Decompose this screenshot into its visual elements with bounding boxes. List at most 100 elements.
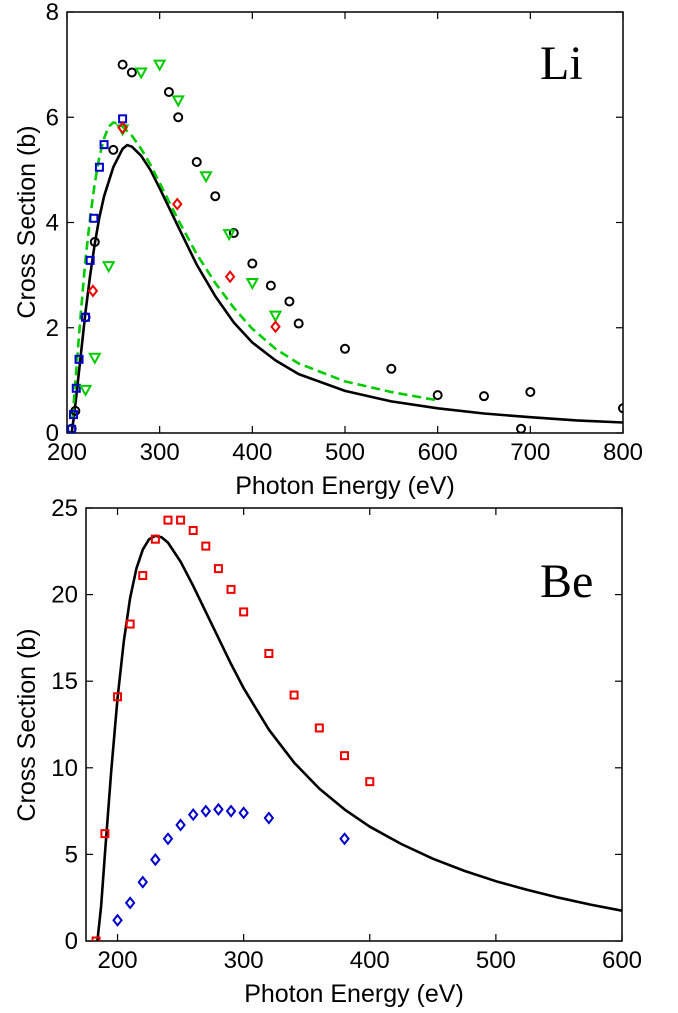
series-line — [71, 121, 438, 418]
data-point-triangle — [134, 67, 148, 80]
data-point-triangle — [199, 171, 213, 184]
x-tick-label: 500 — [325, 439, 365, 466]
data-point-square — [113, 692, 123, 702]
series-line — [70, 143, 623, 433]
y-axis-label: Cross Section (b) — [13, 628, 41, 821]
data-point-circle — [126, 67, 137, 78]
data-point-square — [81, 312, 91, 322]
data-point-square — [138, 571, 148, 581]
y-tick-label: 2 — [46, 315, 59, 342]
data-point-circle — [228, 228, 239, 239]
x-tick-label: 700 — [510, 439, 550, 466]
data-point-diamond — [187, 807, 199, 822]
data-point-triangle — [152, 59, 167, 72]
data-point-square — [340, 751, 350, 761]
data-point-diamond — [124, 896, 136, 910]
data-point-circle — [386, 363, 397, 374]
data-point-circle — [293, 318, 304, 329]
chart-panel-li: 200 300 400 500 600 700 800 0 2 4 6 8 Li Photon En… — [13, 0, 643, 500]
data-point-triangle — [245, 278, 260, 291]
data-point-square — [89, 213, 99, 223]
data-point-diamond — [117, 121, 128, 135]
data-point-square — [100, 829, 110, 839]
x-tick-label: 300 — [140, 439, 180, 466]
y-tick-label: 0 — [46, 420, 59, 447]
data-point-square — [67, 424, 77, 433]
data-point-circle — [173, 112, 184, 123]
data-point-circle — [163, 86, 174, 97]
data-point-square — [94, 162, 104, 172]
x-tick-label: 600 — [418, 439, 458, 466]
data-point-diamond — [150, 852, 161, 867]
data-point-triangle — [78, 384, 93, 397]
data-point-diamond — [270, 320, 281, 334]
data-point-diamond — [238, 806, 249, 820]
x-tick-label: 400 — [232, 439, 272, 466]
data-point-diamond — [137, 875, 149, 889]
y-tick-label: 25 — [51, 495, 78, 522]
data-point-circle — [618, 403, 623, 414]
y-tick-label: 5 — [65, 841, 78, 868]
data-point-circle — [108, 144, 119, 155]
y-tick-label: 15 — [51, 668, 78, 695]
x-tick-label: 800 — [603, 439, 643, 466]
data-point-square — [74, 354, 84, 364]
series-line — [96, 534, 622, 941]
data-point-square — [226, 584, 236, 594]
data-point-diamond — [225, 804, 237, 818]
data-point-circle — [89, 236, 100, 247]
chart-panel-be: 200 300 400 500 600 0 5 10 15 20 25 Be Photon Ene… — [13, 495, 642, 1008]
y-tick-label: 20 — [51, 582, 78, 609]
data-point-diamond — [224, 270, 236, 284]
tick-marks — [86, 507, 623, 942]
data-point-triangle — [171, 95, 185, 108]
data-point-square — [91, 936, 101, 941]
data-point-square — [68, 410, 78, 420]
data-point-square — [85, 255, 95, 265]
data-point-circle — [210, 191, 221, 202]
plot-frame — [85, 507, 623, 942]
data-point-square — [176, 515, 186, 525]
data-point-triangle — [88, 352, 102, 365]
data-point-diamond — [87, 284, 99, 298]
data-point-diamond — [213, 802, 224, 816]
data-point-diamond — [200, 804, 212, 818]
data-point-triangle — [268, 310, 283, 323]
data-point-circle — [525, 386, 536, 397]
data-point-triangle — [222, 229, 236, 242]
data-point-circle — [516, 423, 527, 433]
data-point-circle — [340, 343, 350, 354]
data-point-diamond — [162, 832, 174, 846]
data-point-diamond — [112, 913, 123, 927]
data-point-circle — [432, 390, 443, 401]
x-tick-labels: 200 300 400 500 600 — [98, 947, 643, 974]
panel-label: Li — [540, 37, 583, 90]
y-tick-label: 4 — [46, 210, 59, 237]
y-tick-label: 0 — [65, 928, 78, 955]
data-point-diamond — [175, 818, 186, 832]
x-tick-labels: 200 300 400 500 600 700 800 — [47, 439, 643, 466]
y-tick-labels: 0 2 4 6 8 — [46, 0, 59, 447]
y-tick-label: 10 — [51, 755, 78, 782]
panel-label: Be — [540, 555, 593, 608]
data-series — [91, 515, 622, 941]
data-point-square — [264, 648, 274, 658]
data-point-square — [213, 564, 223, 574]
data-point-triangle — [102, 261, 116, 274]
tick-marks — [66, 11, 624, 434]
y-tick-label: 8 — [46, 0, 59, 26]
data-point-diamond — [171, 197, 183, 211]
data-point-circle — [191, 156, 202, 167]
y-axis-label: Cross Section (b) — [13, 125, 41, 318]
data-point-diamond — [339, 832, 350, 846]
data-point-circle — [117, 59, 128, 70]
data-point-square — [188, 526, 198, 536]
data-series — [67, 59, 623, 433]
x-axis-label: Photon Energy (eV) — [235, 472, 455, 500]
data-point-square — [239, 607, 249, 617]
data-point-square — [125, 619, 135, 629]
x-axis-label: Photon Energy (eV) — [244, 980, 464, 1008]
x-tick-label: 300 — [224, 947, 264, 974]
data-point-circle — [247, 258, 258, 269]
